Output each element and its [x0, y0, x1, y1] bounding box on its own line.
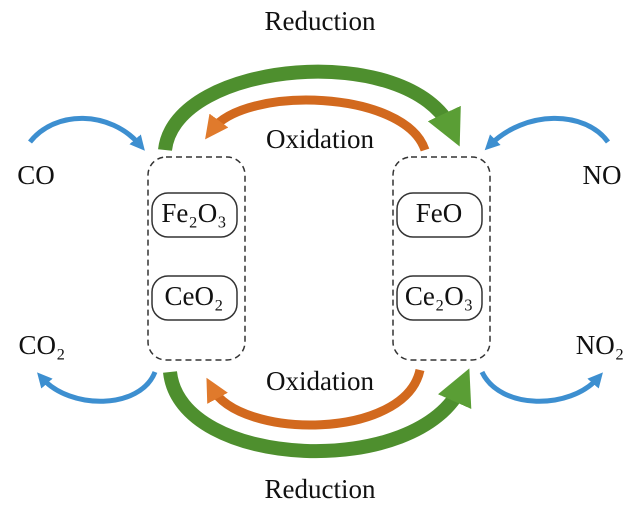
species-box [396, 192, 483, 238]
reduction-arrow [163, 368, 472, 459]
species-label: CeO₂ [165, 281, 224, 311]
oxidation-arrow [206, 368, 425, 430]
no2-arrow [479, 370, 603, 404]
co-arrow [28, 115, 145, 151]
label: Oxidation [266, 124, 374, 154]
label: CO₂ [19, 330, 66, 360]
label: NO [583, 160, 622, 190]
label: Reduction [265, 474, 376, 504]
right-group [392, 156, 491, 361]
species-label: FeO [416, 198, 463, 228]
label: Oxidation [266, 366, 374, 396]
label: NO₂ [576, 330, 624, 360]
label: CO [17, 160, 55, 190]
co2-arrow [37, 370, 158, 404]
species-box [396, 275, 483, 321]
species-label: Fe₂O₃ [161, 198, 226, 228]
oxidation-arrow [205, 95, 430, 152]
species-label: Ce₂O₃ [405, 281, 473, 311]
species-box [151, 275, 238, 321]
label: Reduction [265, 6, 376, 36]
reduction-arrow [158, 64, 461, 152]
species-box [151, 192, 238, 238]
left-group [147, 156, 246, 361]
no-arrow [484, 115, 611, 151]
